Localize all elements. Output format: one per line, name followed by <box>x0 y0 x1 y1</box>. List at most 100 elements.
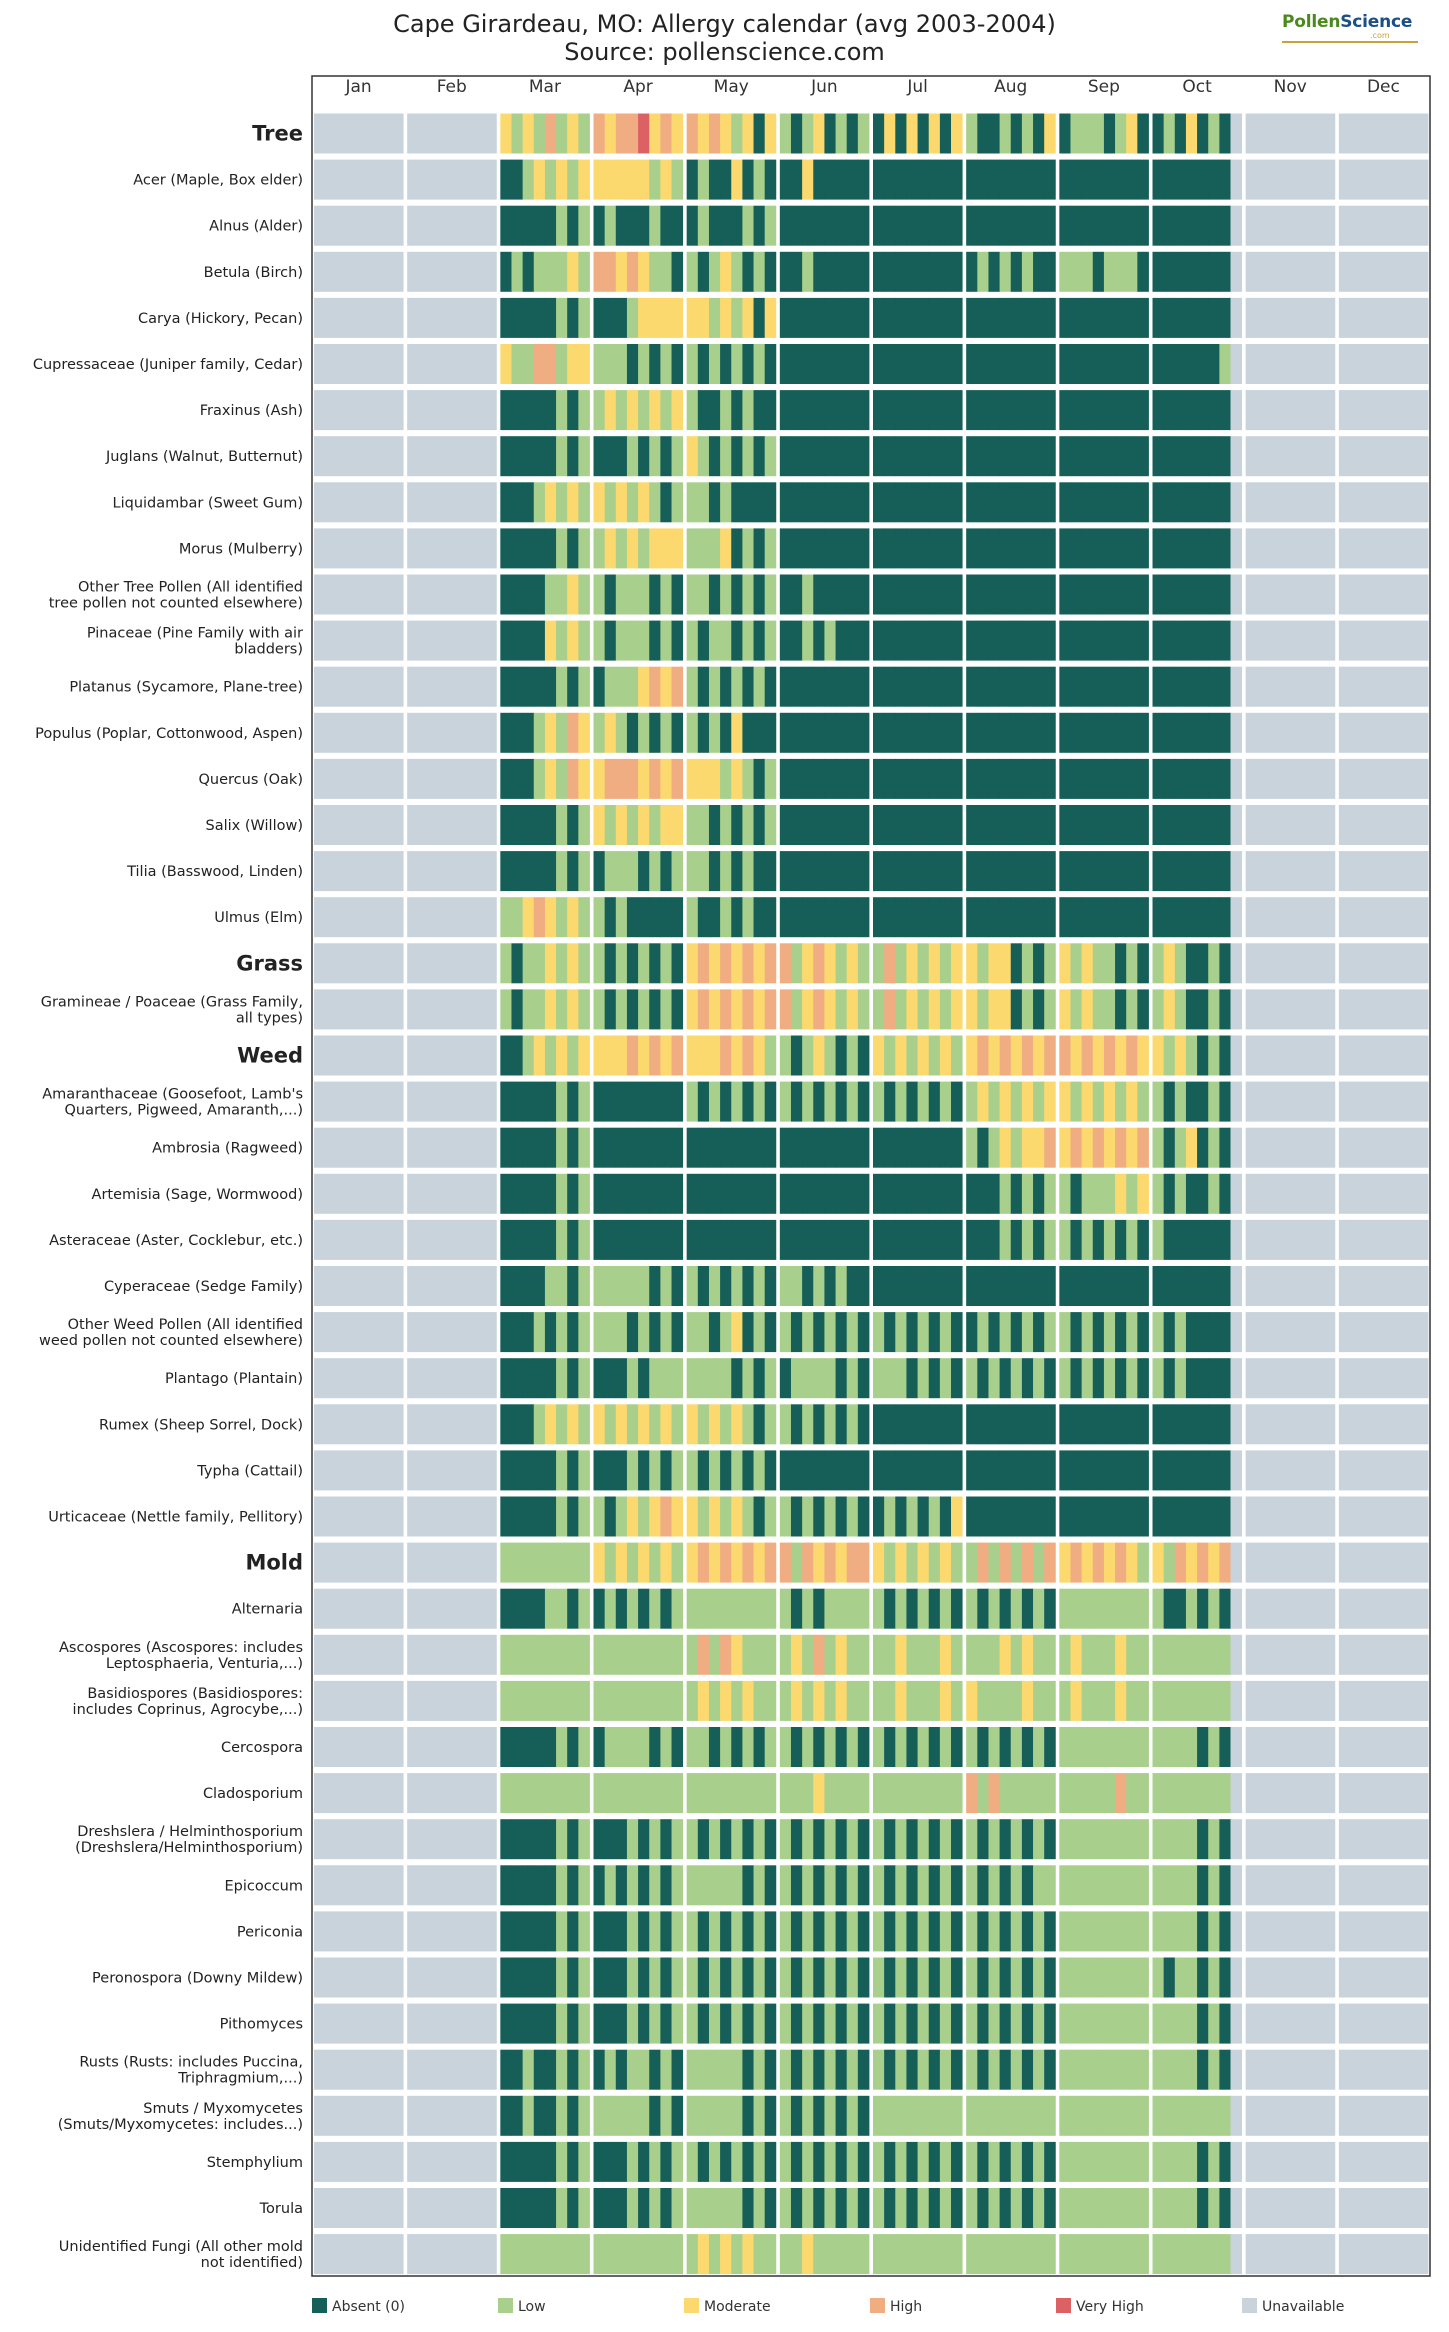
month-label-jan: Jan <box>344 77 371 97</box>
cell-cladosporium-jun-5 <box>824 1773 836 1814</box>
cell-amaranthaceae-goosefoot-lamb-s-oct-7 <box>1219 1081 1231 1122</box>
cell-fraxinus-ash-mar-1 <box>500 390 512 431</box>
cell-unidentified-fungi-all-other-mold-sep-1 <box>1059 2234 1071 2275</box>
cell-gramineae-poaceae-grass-family-jun-7 <box>846 989 859 1030</box>
cell-morus-mulberry-aug-6 <box>1021 528 1034 569</box>
cell-ulmus-elm-may-5 <box>731 897 743 938</box>
cell-rumex-sheep-sorrel-dock-sep-6 <box>1115 1404 1127 1445</box>
cell-tilia-basswood-linden-may-3 <box>708 851 721 892</box>
cell-juglans-walnut-butternut-jul-4 <box>906 436 918 477</box>
cell-weed-aug-8 <box>1044 1035 1056 1076</box>
cell-basidiospores-basidiospores-mar-8 <box>578 1680 590 1721</box>
cell-fraxinus-ash-apr-5 <box>638 390 650 431</box>
cell-tilia-basswood-linden-may-4 <box>720 851 732 892</box>
cell-tree-oct-7 <box>1219 113 1231 154</box>
cell-gramineae-poaceae-grass-family-jul-3 <box>895 989 907 1030</box>
cell-torula-apr-5 <box>638 2188 650 2228</box>
cell-populus-poplar-cottonwood-aspen-jun-5 <box>824 712 836 753</box>
cell-salix-willow-aug-8 <box>1044 805 1056 845</box>
cell-urticaceae-nettle-family-pellitory-may-3 <box>708 1496 721 1537</box>
cell-typha-cattail-mar-2 <box>511 1450 524 1491</box>
cell-other-weed-pollen-all-identified-may-4 <box>720 1312 732 1353</box>
cell-platanus-sycamore-plane-tree-may-6 <box>742 666 754 707</box>
cell-betula-birch-jul-2 <box>884 251 896 292</box>
cell-urticaceae-nettle-family-pellitory-oct-3 <box>1174 1496 1187 1537</box>
cell-alnus-alder-jul-2 <box>884 205 896 246</box>
cell-typha-cattail-jun-2 <box>790 1450 803 1491</box>
cell-peronospora-downy-mildew-sep-8 <box>1137 1957 1149 1998</box>
cell-tree-nov-1 <box>1245 113 1336 154</box>
cell-epicoccum-may-5 <box>731 1865 743 1906</box>
cell-rumex-sheep-sorrel-dock-apr-5 <box>638 1404 650 1445</box>
cell-ambrosia-ragweed-aug-1 <box>966 1127 978 1168</box>
cell-alnus-alder-apr-5 <box>638 205 650 246</box>
cell-torula-aug-1 <box>966 2188 978 2228</box>
cell-weed-sep-1 <box>1059 1035 1071 1076</box>
cell-betula-birch-dec-1 <box>1338 251 1429 292</box>
cell-morus-mulberry-aug-7 <box>1033 528 1045 569</box>
cell-liquidambar-sweet-gum-mar-8 <box>578 482 590 523</box>
row-label-quercus-oak: Quercus (Oak) <box>198 772 303 788</box>
cell-acer-maple-box-elder-jun-7 <box>846 159 859 200</box>
cell-other-tree-pollen-all-identified-jul-6 <box>928 574 941 615</box>
cell-carya-hickory-pecan-aug-4 <box>999 297 1012 338</box>
cell-populus-poplar-cottonwood-aspen-nov-1 <box>1245 712 1336 753</box>
cell-plantago-plantain-apr-4 <box>626 1358 639 1399</box>
cell-tilia-basswood-linden-apr-8 <box>671 851 684 892</box>
cell-cupressaceae-juniper-family-cedar-apr-7 <box>660 344 672 384</box>
row-label-cladosporium: Cladosporium <box>203 1786 303 1802</box>
cell-urticaceae-nettle-family-pellitory-feb-1 <box>407 1496 497 1537</box>
cell-tree-jun-2 <box>790 113 803 154</box>
cell-smuts-myxomycetes-oct-5 <box>1197 2095 1209 2136</box>
cell-cercospora-aug-7 <box>1033 1727 1045 1767</box>
cell-epicoccum-may-7 <box>753 1865 766 1906</box>
cell-other-weed-pollen-all-identified-jun-4 <box>813 1312 825 1353</box>
cell-basidiospores-basidiospores-may-2 <box>697 1680 710 1721</box>
cell-weed-aug-4 <box>999 1035 1012 1076</box>
cell-morus-mulberry-sep-6 <box>1115 528 1127 569</box>
cell-artemisia-sage-wormwood-apr-7 <box>660 1173 672 1214</box>
cell-weed-sep-4 <box>1092 1035 1105 1076</box>
row-ulmus-elm <box>314 897 1429 938</box>
cell-fraxinus-ash-mar-2 <box>511 390 524 431</box>
cell-ambrosia-ragweed-nov-1 <box>1245 1127 1336 1168</box>
cell-cercospora-aug-3 <box>988 1727 1001 1767</box>
cell-tilia-basswood-linden-dec-1 <box>1338 851 1429 892</box>
cell-salix-willow-sep-6 <box>1115 805 1127 845</box>
cell-platanus-sycamore-plane-tree-aug-1 <box>966 666 978 707</box>
cell-cupressaceae-juniper-family-cedar-mar-4 <box>533 344 546 384</box>
cell-gramineae-poaceae-grass-family-sep-5 <box>1103 989 1116 1030</box>
cell-peronospora-downy-mildew-mar-3 <box>522 1957 535 1998</box>
cell-alnus-alder-mar-6 <box>556 205 568 246</box>
cell-alnus-alder-oct-1 <box>1152 205 1165 246</box>
cell-juglans-walnut-butternut-jun-8 <box>857 436 870 477</box>
cell-cladosporium-jul-2 <box>884 1773 896 1814</box>
cell-typha-cattail-may-4 <box>720 1450 732 1491</box>
cell-other-weed-pollen-all-identified-jul-4 <box>906 1312 918 1353</box>
cell-plantago-plantain-jun-4 <box>813 1358 825 1399</box>
cell-mold-may-3 <box>708 1542 721 1583</box>
cell-salix-willow-aug-1 <box>966 805 978 845</box>
cell-tilia-basswood-linden-mar-2 <box>511 851 524 892</box>
cell-weed-jul-1 <box>873 1035 885 1076</box>
cell-ascospores-ascospores-includes-jun-2 <box>790 1634 803 1675</box>
cell-rumex-sheep-sorrel-dock-jun-2 <box>790 1404 803 1445</box>
legend-swatch-3 <box>684 2298 699 2313</box>
cell-torula-mar-5 <box>544 2188 557 2228</box>
cell-rusts-rusts-includes-puccina-apr-4 <box>626 2049 639 2090</box>
cell-juglans-walnut-butternut-sep-2 <box>1070 436 1083 477</box>
cell-weed-oct-3 <box>1174 1035 1187 1076</box>
cell-other-weed-pollen-all-identified-mar-1 <box>500 1312 512 1353</box>
cell-alternaria-jul-8 <box>951 1588 963 1629</box>
cell-other-tree-pollen-all-identified-mar-4 <box>533 574 546 615</box>
cell-cladosporium-apr-8 <box>671 1773 684 1814</box>
cell-unidentified-fungi-all-other-mold-mar-4 <box>533 2234 546 2275</box>
cell-torula-nov-1 <box>1245 2188 1336 2228</box>
cell-ascospores-ascospores-includes-apr-2 <box>604 1634 617 1675</box>
cell-cupressaceae-juniper-family-cedar-apr-6 <box>649 344 661 384</box>
cell-unidentified-fungi-all-other-mold-jun-4 <box>813 2234 825 2275</box>
cell-other-tree-pollen-all-identified-oct-4 <box>1185 574 1198 615</box>
cell-other-weed-pollen-all-identified-jul-5 <box>917 1312 930 1353</box>
cell-plantago-plantain-aug-5 <box>1010 1358 1023 1399</box>
cell-morus-mulberry-jul-2 <box>884 528 896 569</box>
